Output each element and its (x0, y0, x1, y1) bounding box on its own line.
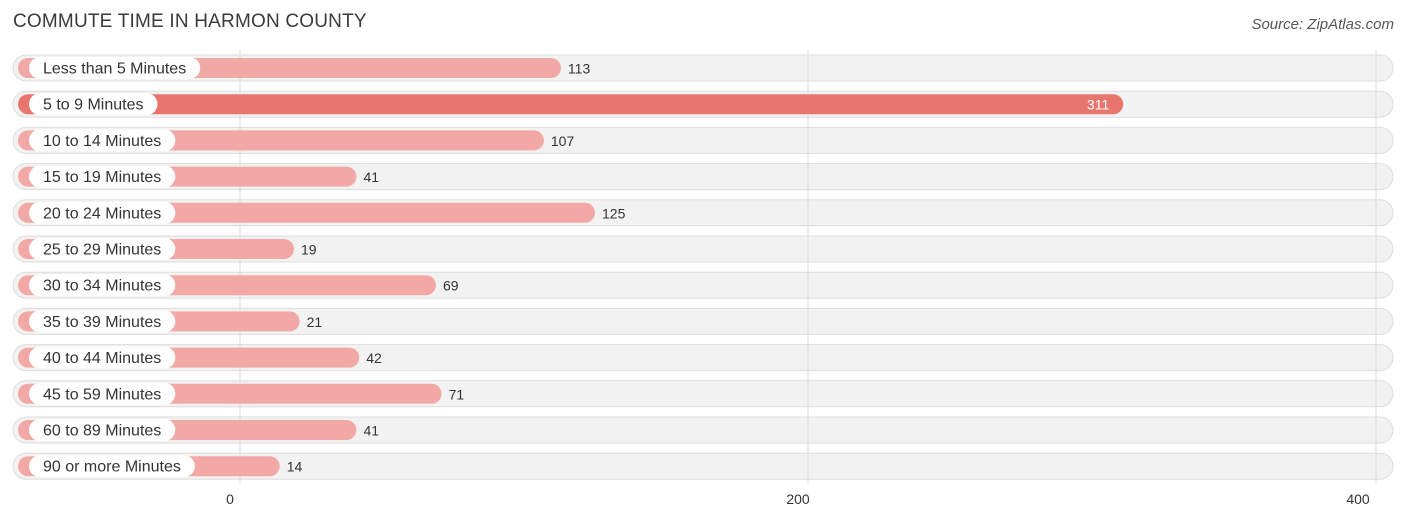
category-label: 35 to 39 Minutes (43, 314, 161, 331)
row-background (12, 163, 1394, 191)
value-label: 19 (301, 242, 317, 258)
gridlines (239, 50, 1377, 483)
value-label: 42 (366, 350, 382, 366)
category-label-pill (29, 346, 176, 369)
category-label-pill (29, 274, 176, 297)
value-label: 41 (363, 423, 379, 439)
row-background (12, 416, 1394, 444)
category-label-pill (29, 238, 176, 260)
row-background (12, 452, 1394, 480)
row-background (12, 307, 1394, 335)
source-credit: Source: ZipAtlas.com (1251, 16, 1394, 33)
value-label: 71 (449, 386, 465, 402)
category-label-pill (29, 57, 201, 79)
value-label: 125 (602, 205, 626, 221)
value-label: 113 (568, 61, 591, 77)
category-label: 60 to 89 Minutes (43, 423, 161, 440)
value-label: 107 (551, 133, 575, 149)
category-label: 5 to 9 Minutes (43, 97, 144, 114)
category-label-pill (29, 165, 176, 188)
category-label: 40 to 44 Minutes (43, 350, 161, 367)
x-tick-label: 0 (226, 491, 234, 507)
category-label: Less than 5 Minutes (43, 61, 186, 78)
value-label: 21 (307, 314, 323, 330)
x-tick-label: 200 (786, 491, 810, 507)
category-label: 20 to 24 Minutes (43, 205, 161, 222)
value-label: 41 (363, 169, 379, 185)
x-axis-ticks: 0 200 400 (226, 491, 1370, 507)
value-label: 69 (443, 278, 459, 294)
bars: Less than 5 Minutes 113 5 to 9 Minutes 311 1… (18, 57, 1124, 478)
category-label: 25 to 29 Minutes (43, 242, 161, 259)
chart-title: COMMUTE TIME IN HARMON COUNTY (13, 11, 367, 32)
category-label: 10 to 14 Minutes (43, 133, 161, 150)
row-backgrounds (12, 54, 1394, 480)
category-label-pill (29, 201, 176, 224)
category-label-pill (29, 382, 176, 405)
category-label-pill (29, 419, 176, 441)
category-label: 90 or more Minutes (43, 459, 181, 476)
category-label-pill (29, 310, 176, 333)
category-label-pill (29, 93, 158, 116)
row-background (12, 235, 1394, 263)
category-label: 30 to 34 Minutes (43, 278, 161, 295)
value-label: 311 (1087, 97, 1110, 113)
category-label-pill (29, 129, 176, 152)
category-label: 15 to 19 Minutes (43, 169, 161, 186)
value-label: 14 (287, 459, 303, 475)
category-label-pill (29, 455, 195, 478)
category-label: 45 to 59 Minutes (43, 386, 161, 403)
x-tick-label: 400 (1346, 491, 1370, 507)
bar (18, 94, 1124, 115)
row-background (12, 344, 1394, 372)
